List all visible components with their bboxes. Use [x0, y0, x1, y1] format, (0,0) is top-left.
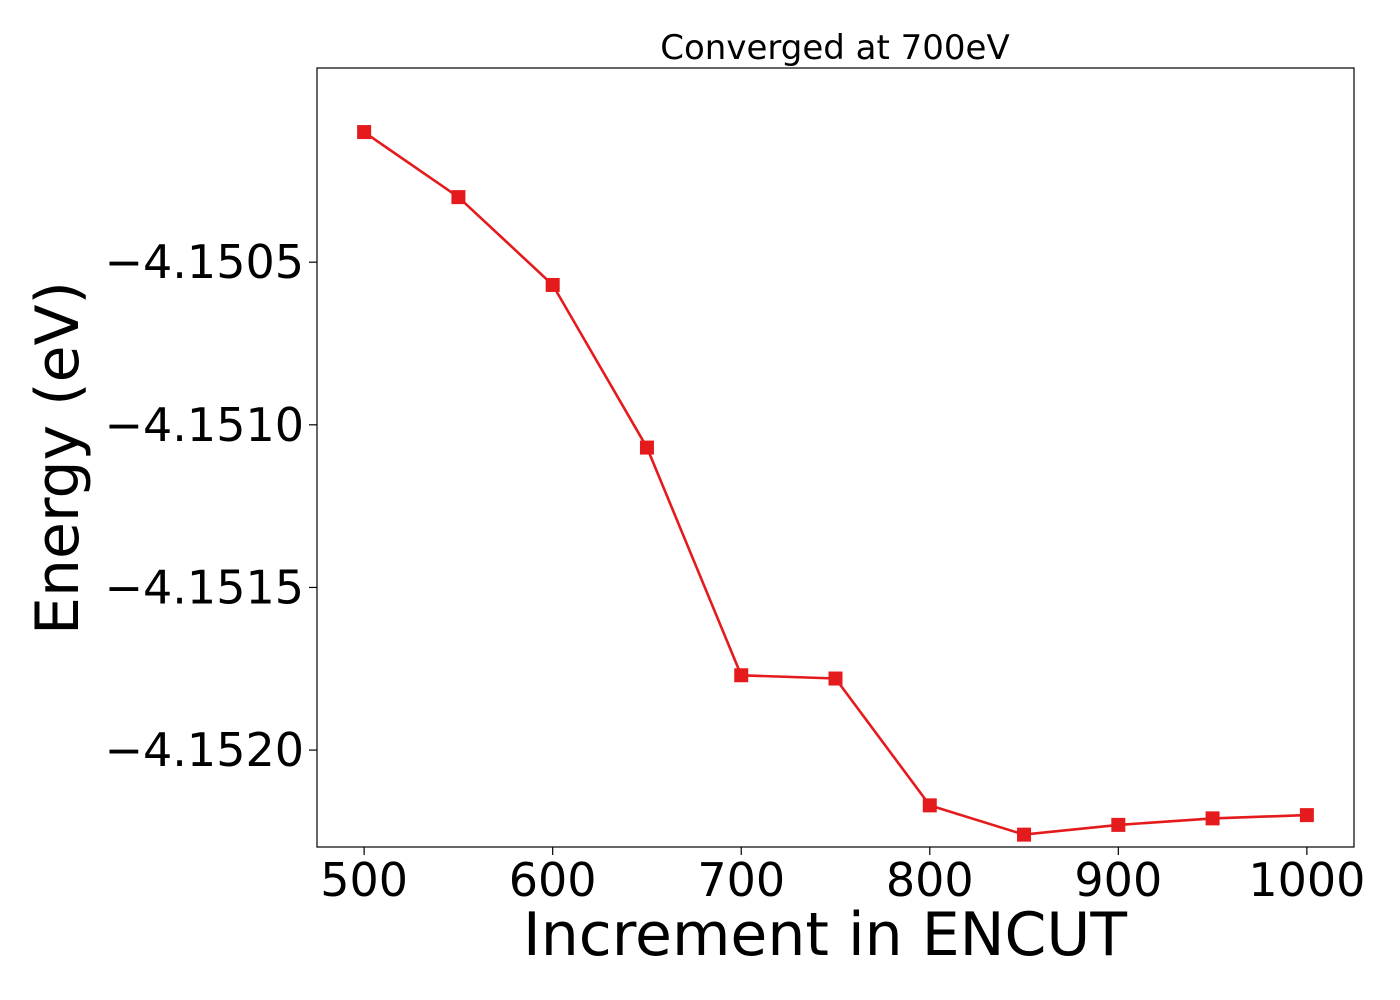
y-axis: −4.1505 −4.1510 −4.1515 −4.1520: [105, 235, 317, 777]
x-tick-label: 900: [1074, 853, 1162, 907]
plot-area: [316, 67, 1355, 848]
x-tick-label: 600: [509, 853, 597, 907]
data-point: [357, 125, 372, 140]
series-group: [357, 125, 1314, 842]
data-point: [828, 671, 843, 686]
x-axis: 500 600 700 800 900 1000: [320, 847, 1365, 907]
data-point: [451, 190, 466, 205]
x-tick-label: 1000: [1248, 853, 1365, 907]
x-tick-label: 500: [320, 853, 408, 907]
x-axis-label: Increment in ENCUT: [523, 900, 1127, 970]
y-tick-label: −4.1520: [105, 723, 305, 777]
x-tick-label: 700: [697, 853, 785, 907]
data-point: [1017, 827, 1032, 842]
chart-title: Converged at 700eV: [660, 28, 1009, 68]
data-point: [1205, 811, 1220, 826]
data-point: [734, 668, 749, 683]
data-point: [922, 798, 937, 813]
y-tick-label: −4.1510: [105, 398, 305, 452]
y-tick-label: −4.1515: [105, 560, 305, 614]
data-point: [545, 277, 560, 292]
data-point: [1299, 808, 1314, 823]
y-axis-label: Energy (eV): [23, 281, 93, 635]
data-point: [639, 440, 654, 455]
data-point: [1111, 817, 1126, 832]
y-tick-label: −4.1505: [105, 235, 305, 289]
x-tick-label: 800: [886, 853, 974, 907]
